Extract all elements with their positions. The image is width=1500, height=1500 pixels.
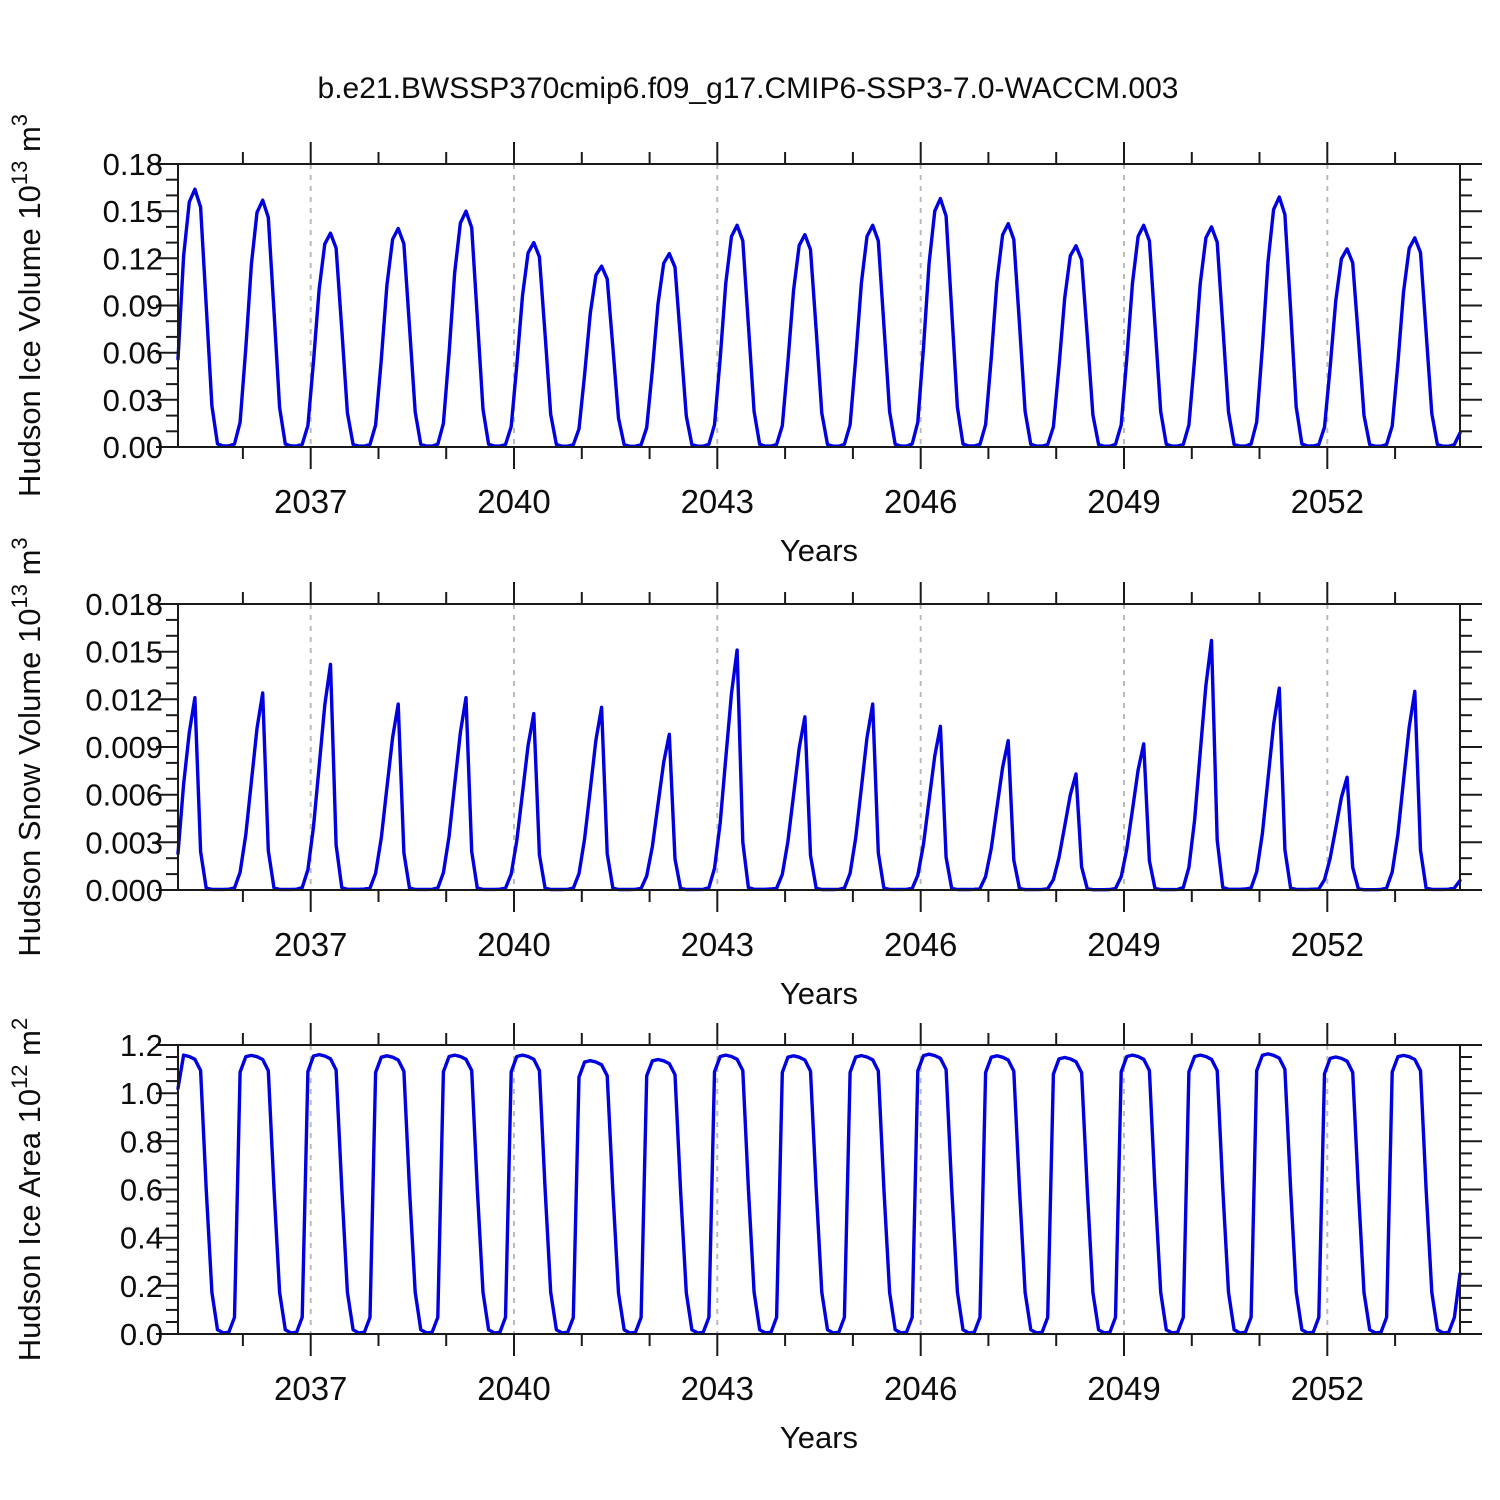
y-tick-label: 0.003 bbox=[85, 825, 163, 860]
x-tick-label: 2043 bbox=[681, 926, 754, 963]
x-tick-label: 2046 bbox=[884, 483, 957, 520]
x-tick-label: 2049 bbox=[1087, 483, 1160, 520]
y-tick-label: 0.018 bbox=[85, 587, 163, 622]
x-tick-label: 2040 bbox=[477, 926, 550, 963]
y-tick-label: 0.2 bbox=[120, 1269, 163, 1304]
x-tick-label: 2037 bbox=[274, 1370, 347, 1407]
panel-hudson-ice-volume: 0.00 0.03 0.06 0.09 0.12 0.15 0.18 2037 2040 2043… bbox=[7, 114, 1482, 568]
plot-box bbox=[177, 603, 1461, 891]
y-tick-label: 1.0 bbox=[120, 1076, 163, 1111]
y-tick-label: 0.00 bbox=[103, 430, 163, 465]
y-tick-label: 0.000 bbox=[85, 873, 163, 908]
y-tick-label: 0.015 bbox=[85, 635, 163, 670]
plot-box bbox=[177, 163, 1461, 448]
y-tick-label: 0.12 bbox=[103, 241, 163, 276]
x-tick-label: 2043 bbox=[681, 1370, 754, 1407]
panels-group: 0.00 0.03 0.06 0.09 0.12 0.15 0.18 2037 2040 2043… bbox=[7, 114, 1482, 1455]
x-axis-title: Years bbox=[780, 1420, 858, 1455]
y-tick-label: 0.0 bbox=[120, 1317, 163, 1352]
x-axis-title: Years bbox=[780, 533, 858, 568]
panel-hudson-ice-area: 0.0 0.2 0.4 0.6 0.8 1.0 1.2 2037 2040 2043 2046 204… bbox=[7, 1018, 1482, 1455]
x-tick-label: 2049 bbox=[1087, 1370, 1160, 1407]
y-axis-title-hudson-ice-area: Hudson Ice Area 1012 m2 bbox=[7, 1018, 47, 1361]
y-tick-label: 0.09 bbox=[103, 289, 163, 324]
hudson-snow-volume-line bbox=[176, 638, 1462, 892]
x-tick-label: 2046 bbox=[884, 926, 957, 963]
chart-title: b.e21.BWSSP370cmip6.f09_g17.CMIP6-SSP3-7… bbox=[318, 72, 1179, 105]
x-tick-label: 2043 bbox=[681, 483, 754, 520]
y-tick-label: 0.15 bbox=[103, 194, 163, 229]
y-axis-title-hudson-ice-volume: Hudson Ice Volume 1013 m3 bbox=[7, 114, 47, 497]
y-tick-label: 0.012 bbox=[85, 682, 163, 717]
hudson-ice-volume-line bbox=[176, 187, 1462, 448]
x-tick-label: 2049 bbox=[1087, 926, 1160, 963]
x-tick-label: 2037 bbox=[274, 926, 347, 963]
y-axis-title-hudson-snow-volume: Hudson Snow Volume 1013 m3 bbox=[7, 537, 47, 956]
y-tick-label: 0.18 bbox=[103, 147, 163, 182]
x-tick-label: 2052 bbox=[1291, 1370, 1364, 1407]
x-tick-label: 2037 bbox=[274, 483, 347, 520]
x-tick-label: 2046 bbox=[884, 1370, 957, 1407]
x-tick-label: 2040 bbox=[477, 1370, 550, 1407]
y-tick-label: 0.009 bbox=[85, 730, 163, 765]
y-tick-label: 0.03 bbox=[103, 383, 163, 418]
y-tick-label: 0.06 bbox=[103, 336, 163, 371]
panel-hudson-snow-volume: 0.000 0.003 0.006 0.009 0.012 0.015 0.018 2037 2… bbox=[7, 537, 1482, 1011]
y-tick-label: 1.2 bbox=[120, 1028, 163, 1063]
y-tick-label: 0.8 bbox=[120, 1124, 163, 1159]
x-tick-label: 2040 bbox=[477, 483, 550, 520]
x-tick-label: 2052 bbox=[1291, 926, 1364, 963]
y-tick-label: 0.006 bbox=[85, 778, 163, 813]
hudson-ice-area-line bbox=[176, 1052, 1462, 1335]
x-tick-label: 2052 bbox=[1291, 483, 1364, 520]
y-tick-label: 0.4 bbox=[120, 1221, 163, 1256]
x-axis-title: Years bbox=[780, 976, 858, 1011]
y-tick-label: 0.6 bbox=[120, 1173, 163, 1208]
